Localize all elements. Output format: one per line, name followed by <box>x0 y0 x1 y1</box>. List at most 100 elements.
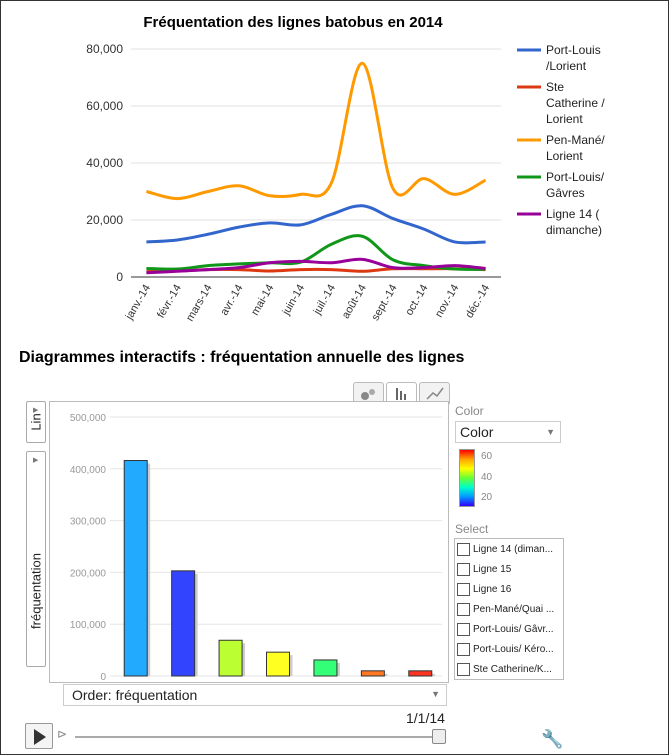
x-tick-label: déc.-14 <box>463 283 492 321</box>
order-select[interactable]: Order: fréquentation ▼ <box>63 684 447 706</box>
color-select[interactable]: Color ▼ <box>455 421 561 443</box>
tab-line[interactable] <box>419 382 450 404</box>
legend: Port-Louis/Lorient Ste Catherine / Lorient P… <box>517 43 605 237</box>
y-tick-labels: 0 20,000 40,000 60,000 80,000 <box>86 42 123 284</box>
bar <box>218 639 243 677</box>
chart-title: Fréquentation des lignes batobus en 2014 <box>143 14 443 31</box>
chevron-down-icon: ▼ <box>546 427 555 437</box>
legend-entry: Port-Louis/Lorient <box>546 43 601 73</box>
bar <box>360 670 385 677</box>
checkbox[interactable] <box>457 582 470 596</box>
select-item-label: Port-Louis/ Kéro... <box>473 643 554 655</box>
x-tick-label: août-14 <box>340 283 369 321</box>
x-tick-labels: janv.-14 févr.-14 mars-14 avr.-14 mai-14 juin… <box>123 283 492 324</box>
checkbox[interactable] <box>457 642 470 656</box>
series-line <box>146 204 486 245</box>
x-tick-label: mars-14 <box>184 283 215 324</box>
y-axis-selector[interactable]: ▶ fréquentation <box>26 451 46 667</box>
y-tick-label: 60,000 <box>86 99 123 113</box>
checkbox[interactable] <box>457 562 470 576</box>
y-tick-label: 20,000 <box>86 213 123 227</box>
y-tick-label: 0 <box>100 672 106 682</box>
time-slider-handle[interactable] <box>432 729 446 744</box>
y-scale-label: Lin <box>28 413 44 431</box>
order-label: Order: fréquentation <box>72 687 198 703</box>
legend-entry: Ste Catherine / Lorient <box>546 80 605 126</box>
select-item-label: Ligne 16 <box>473 583 512 595</box>
series-line <box>146 234 486 271</box>
bar <box>266 651 290 677</box>
x-tick-label: mai-14 <box>249 283 276 318</box>
color-label: Color <box>455 404 484 418</box>
y-axis-label: fréquentation <box>28 553 44 630</box>
checkbox[interactable] <box>457 622 470 636</box>
checkbox[interactable] <box>457 602 470 616</box>
select-item[interactable]: Ste Catherine/K... <box>455 659 563 679</box>
y-gridlines <box>131 48 501 278</box>
legend-entry: Pen-Mané/Lorient <box>546 133 605 163</box>
y-tick-label: 500,000 <box>70 413 107 424</box>
current-date: 1/1/14 <box>406 710 445 726</box>
color-select-value: Color <box>460 424 494 440</box>
color-tick: 20 <box>481 492 493 503</box>
y-scale-button[interactable]: ▶ Lin <box>26 401 46 443</box>
chevron-right-icon: ▶ <box>33 407 39 414</box>
select-item[interactable]: Ligne 14 (diman... <box>455 539 563 559</box>
x-tick-label: nov.-14 <box>433 283 461 320</box>
wrench-icon[interactable]: 🔧 <box>541 729 564 749</box>
legend-entry: Ligne 14 (dimanche) <box>546 207 602 237</box>
series-line <box>146 257 486 275</box>
bar-gridlines <box>110 416 442 677</box>
select-item[interactable]: Ligne 15 <box>455 559 563 579</box>
tab-bar[interactable] <box>386 382 417 404</box>
series-lines <box>146 61 487 275</box>
x-tick-label: oct.-14 <box>403 283 430 318</box>
series-line <box>146 61 487 201</box>
select-list: Ligne 14 (diman... Ligne 15 Ligne 16 Pen… <box>454 538 564 680</box>
y-tick-label: 300,000 <box>70 517 107 528</box>
bar-y-tick-labels: 0 100,000 200,000 300,000 400,000 500,000 <box>70 413 107 683</box>
play-button[interactable] <box>25 723 53 749</box>
chevron-down-icon: ▼ <box>431 689 440 699</box>
y-tick-label: 0 <box>116 270 123 284</box>
y-tick-label: 80,000 <box>86 42 123 56</box>
select-item-label: Ligne 14 (diman... <box>473 543 554 555</box>
select-item[interactable]: Ligne 16 <box>455 579 563 599</box>
chart-type-tabs <box>353 382 452 404</box>
select-label: Select <box>455 522 489 536</box>
legend-entry: Port-Louis/Gâvres <box>546 170 605 200</box>
bar <box>171 570 196 677</box>
y-tick-label: 400,000 <box>70 465 107 476</box>
tab-bubble[interactable] <box>353 382 384 404</box>
bar-chart-frame: 0 100,000 200,000 300,000 400,000 500,000 <box>49 401 449 683</box>
select-item-label: Ligne 15 <box>473 563 512 575</box>
time-slider-track[interactable] <box>75 736 439 738</box>
chevron-right-icon: ▶ <box>33 457 39 464</box>
x-tick-label: juin-14 <box>280 283 307 318</box>
y-tick-label: 100,000 <box>70 620 107 631</box>
color-tick: 60 <box>481 451 493 462</box>
play-icon <box>34 729 46 745</box>
line-chart: Fréquentation des lignes batobus en 2014… <box>86 14 605 324</box>
checkbox[interactable] <box>457 542 470 556</box>
bar-icon <box>396 388 406 400</box>
bar <box>408 670 433 677</box>
x-tick-label: sept.-14 <box>369 283 399 323</box>
x-tick-label: juil.-14 <box>311 283 338 318</box>
checkbox[interactable] <box>457 662 470 676</box>
select-item[interactable]: Port-Louis/ Gâvr... <box>455 619 563 639</box>
x-tick-label: févr.-14 <box>155 283 184 321</box>
select-item[interactable]: Port-Louis/ Kéro... <box>455 639 563 659</box>
line-icon <box>426 387 444 400</box>
bubble-icon <box>361 392 369 400</box>
bar <box>313 659 338 677</box>
bar-chart: 0 100,000 200,000 300,000 400,000 500,000 <box>70 413 442 683</box>
x-tick-label: janv.-14 <box>123 283 153 323</box>
speed-icon[interactable]: ⊳ <box>57 727 68 741</box>
select-item-label: Pen-Mané/Quai ... <box>473 603 555 615</box>
x-tick-label: avr.-14 <box>218 283 245 318</box>
color-tick: 40 <box>481 472 493 483</box>
bars <box>123 460 435 677</box>
select-item[interactable]: Pen-Mané/Quai ... <box>455 599 563 619</box>
color-scale <box>459 449 475 507</box>
